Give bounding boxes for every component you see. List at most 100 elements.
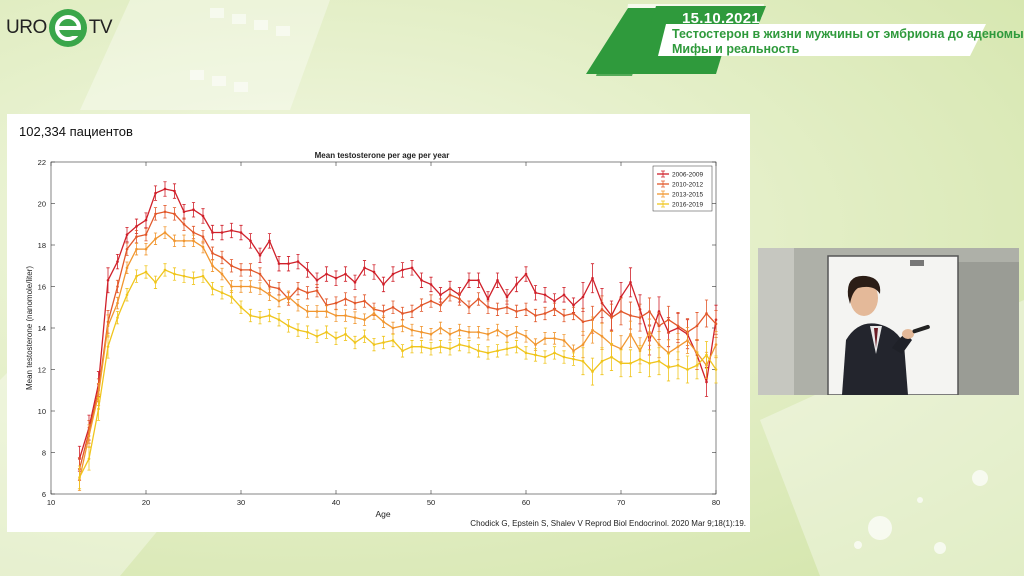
data-point [572, 357, 575, 361]
y-tick-label: 20 [38, 200, 46, 209]
legend-label: 2010-2012 [672, 182, 703, 189]
data-point [458, 343, 461, 346]
data-point [591, 370, 594, 373]
data-point [277, 318, 281, 321]
data-point [496, 349, 499, 353]
data-point [249, 314, 252, 317]
x-tick-label: 50 [427, 498, 435, 507]
data-point [315, 335, 319, 338]
data-point [676, 324, 680, 328]
data-point [382, 320, 385, 324]
data-point [705, 380, 708, 384]
data-point [363, 335, 366, 338]
data-point [429, 347, 433, 351]
logo-e-icon [48, 9, 87, 47]
data-point [524, 272, 528, 276]
data-point [97, 393, 100, 396]
data-point [477, 297, 480, 301]
data-point [154, 281, 157, 284]
data-point [448, 347, 452, 351]
data-point [619, 310, 623, 313]
data-point [562, 293, 566, 297]
data-point [154, 212, 157, 216]
data-point [334, 337, 338, 340]
urotv-logo: URO TV [6, 6, 113, 50]
data-point [325, 330, 328, 334]
speaker-video [758, 248, 1019, 395]
data-point [277, 262, 281, 265]
data-point [534, 343, 537, 346]
data-point [467, 330, 471, 334]
data-point [515, 330, 518, 334]
data-point [182, 222, 186, 226]
legend-error-glyph [661, 200, 665, 208]
data-point [230, 229, 233, 232]
data-point [315, 310, 319, 313]
legend-error-glyph [661, 170, 665, 178]
data-point [268, 285, 271, 288]
data-point [353, 316, 357, 319]
data-point [154, 191, 157, 195]
data-point [182, 274, 186, 278]
data-point [230, 295, 233, 299]
x-tick-label: 30 [237, 498, 245, 507]
x-tick-label: 40 [332, 498, 340, 507]
data-point [306, 268, 309, 272]
data-point [277, 299, 281, 303]
data-point [296, 287, 300, 290]
data-point [543, 337, 547, 340]
data-point [211, 231, 214, 234]
data-point [572, 303, 575, 307]
data-point [515, 283, 518, 286]
data-point [657, 359, 661, 363]
data-point [705, 312, 708, 315]
y-tick-label: 8 [42, 449, 46, 458]
data-point [648, 330, 651, 334]
data-point [505, 335, 509, 338]
data-point [125, 293, 129, 297]
data-point [610, 355, 613, 359]
data-point [97, 407, 100, 411]
data-point [534, 353, 537, 357]
data-point [562, 314, 566, 317]
data-point [486, 332, 490, 336]
data-point [163, 268, 167, 272]
data-point [344, 314, 347, 317]
series-line [78, 269, 717, 478]
data-point [258, 254, 262, 257]
data-point [363, 318, 366, 321]
x-tick-label: 60 [522, 498, 530, 507]
data-point [135, 225, 138, 228]
data-point [591, 328, 594, 332]
data-point [477, 349, 480, 353]
data-point [230, 264, 233, 268]
data-point [581, 320, 585, 324]
data-point [372, 343, 376, 346]
data-point [201, 274, 205, 278]
y-tick-label: 10 [38, 407, 46, 416]
data-point [429, 332, 433, 336]
x-axis: 10 20 30 40 50 60 70 80 [47, 162, 720, 507]
data-point [258, 287, 262, 290]
data-point [182, 210, 186, 214]
legend-error-glyph [661, 190, 665, 198]
data-point [353, 341, 357, 344]
data-point [239, 305, 243, 309]
data-point [144, 247, 148, 251]
data-point [439, 293, 442, 297]
citation: Chodick G, Epstein S, Shalev V Reprod Bi… [470, 519, 746, 528]
y-tick-label: 16 [38, 283, 46, 292]
data-point [410, 345, 414, 348]
data-point [676, 364, 680, 367]
data-point [87, 457, 91, 461]
data-point [420, 303, 423, 307]
series-line [78, 188, 717, 459]
data-point [505, 295, 509, 299]
data-point [249, 239, 252, 243]
data-point [344, 332, 347, 336]
data-point [287, 295, 290, 299]
data-point [125, 247, 129, 251]
data-point [125, 233, 129, 236]
data-point [543, 293, 547, 297]
data-point [695, 364, 699, 367]
